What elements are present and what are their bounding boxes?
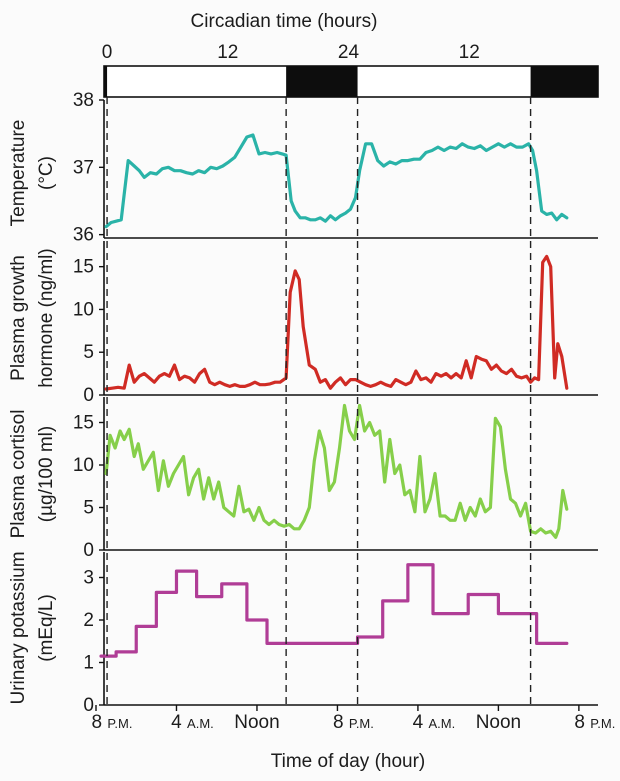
y-axis-label-line-1: (µg/100 ml) xyxy=(36,426,57,522)
x-tick-label-1: 4 A.M. xyxy=(171,712,214,733)
x-tick-label-2: Noon xyxy=(234,712,279,733)
y-tick-label-3: 3 xyxy=(83,568,94,589)
y-tick-label-0: 0 xyxy=(83,540,94,561)
y-tick-label-2: 38 xyxy=(73,90,94,111)
y-tick-label-2: 10 xyxy=(73,455,94,476)
x-tick-label-5: Noon xyxy=(476,712,521,733)
y-tick-label-2: 2 xyxy=(83,610,94,631)
y-tick-label-0: 0 xyxy=(83,385,94,406)
panel-growth-hormone: 0 5 10 15 Plasma growth hormone (ng/ml) xyxy=(8,241,598,406)
panel-cortisol: 0 5 10 15 Plasma cortisol (µg/100 ml) xyxy=(8,397,598,561)
x-tick-label-3: 8 P.M. xyxy=(333,712,374,733)
x-tick-hour: 4 xyxy=(413,712,429,733)
series-line-temperature xyxy=(104,133,569,229)
x-tick-suffix: A.M. xyxy=(428,716,455,731)
x-tick-suffix: P.M. xyxy=(590,716,615,731)
y-axis-label-line-1: (°C) xyxy=(36,156,57,190)
y-axis-label-line-0: Plasma cortisol xyxy=(8,410,29,539)
y-axis-label-line-1: hormone (ng/ml) xyxy=(36,248,57,387)
y-tick-label-1: 1 xyxy=(83,653,94,674)
top-tick-label-2: 24 xyxy=(338,42,360,63)
dark-period-0 xyxy=(104,66,108,97)
y-tick-label-3: 15 xyxy=(73,257,94,278)
x-axis-ticks: 8 P.M. 4 A.M. Noon 8 P.M. 4 A.M. Noon 8 P.M. xyxy=(92,705,615,733)
panel-temperature: 36 37 38 Temperature (°C) xyxy=(8,90,598,246)
x-tick-hour: 8 xyxy=(92,712,108,733)
y-tick-label-1: 5 xyxy=(83,498,94,519)
y-axis-label-line-0: Plasma growth xyxy=(8,255,29,381)
y-tick-label-2: 10 xyxy=(73,299,94,320)
y-tick-label-1: 5 xyxy=(83,342,94,363)
x-tick-hour: 4 xyxy=(171,712,187,733)
x-tick-suffix: P.M. xyxy=(349,716,374,731)
x-axis-title: Time of day (hour) xyxy=(271,751,426,772)
y-tick-label-1: 37 xyxy=(73,157,94,178)
top-tick-label-3: 12 xyxy=(459,42,480,63)
y-axis-label-line-1: (mEq/L) xyxy=(36,594,57,662)
dark-period-2 xyxy=(530,66,598,97)
y-tick-label-0: 0 xyxy=(83,695,94,716)
series-line-cortisol xyxy=(104,403,569,539)
x-tick-label-6: 8 P.M. xyxy=(574,712,615,733)
top-tick-label-1: 12 xyxy=(217,42,238,63)
top-axis-ticks: 0 12 24 12 xyxy=(102,42,531,84)
top-tick-label-0: 0 xyxy=(102,42,113,63)
dark-period-1 xyxy=(286,66,358,97)
y-tick-label-3: 15 xyxy=(73,413,94,434)
x-tick-hour: 8 xyxy=(333,712,349,733)
dashed-lines xyxy=(106,97,532,705)
x-tick-suffix: P.M. xyxy=(107,716,132,731)
y-axis-label-line-0: Urinary potassium xyxy=(8,551,29,704)
light-dark-bar xyxy=(103,65,599,98)
y-axis-label-line-0: Temperature xyxy=(8,120,29,227)
y-tick-label-0: 36 xyxy=(73,225,94,246)
x-tick-label-4: 4 A.M. xyxy=(413,712,456,733)
x-tick-label-0: 8 P.M. xyxy=(92,712,133,733)
top-axis-title: Circadian time (hours) xyxy=(191,11,378,32)
panel-potassium: 0 1 2 3 Urinary potassium (mEq/L) xyxy=(8,551,598,716)
series-line-potassium xyxy=(99,563,569,658)
x-tick-hour: 8 xyxy=(574,712,590,733)
x-tick-suffix: A.M. xyxy=(187,716,214,731)
series-line-growth-hormone xyxy=(104,254,569,391)
